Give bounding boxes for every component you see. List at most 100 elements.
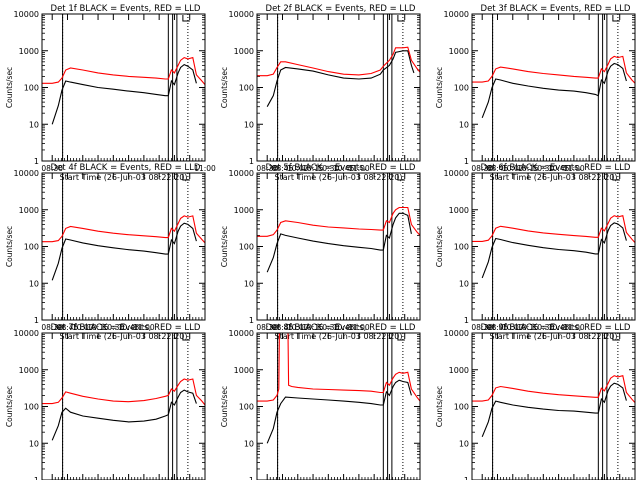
y-tick-label: 10000 [444, 169, 469, 178]
y-axis-label: Counts/sec [5, 67, 14, 108]
y-tick-label: 1000 [234, 206, 254, 215]
y-tick-label: 1 [464, 157, 469, 166]
y-tick-label: 1 [249, 157, 254, 166]
y-tick-label: 10 [29, 279, 39, 288]
series-events [266, 379, 412, 444]
y-tick-label: 10000 [444, 10, 469, 19]
y-tick-label: 1000 [19, 47, 39, 56]
x-tick-label: 10:30 [318, 164, 340, 173]
y-tick-label: 10000 [229, 169, 254, 178]
series-lld [257, 46, 421, 77]
x-tick-label: 10:30 [533, 323, 555, 332]
flag-marker [182, 334, 190, 341]
x-tick-label: 10:45 [333, 164, 355, 173]
x-tick-label: 08:30 [41, 323, 63, 332]
y-tick-label: 1000 [234, 47, 254, 56]
plot-frame [41, 13, 206, 162]
y-axis-label: Counts/sec [5, 386, 14, 427]
panel-8: Det 8f BLACK = Events, RED = LLD 1 10 100 10… [220, 323, 421, 480]
panel-7: Det 7f BLACK = Events, RED = LLD 1 10 100 10… [5, 323, 206, 480]
y-tick-label: 100 [24, 243, 39, 252]
x-axis-label: Start Time (26-Jun-03 08:22:20) [60, 173, 188, 182]
panel-9: Det 9f BLACK = Events, RED = LLD 1 10 100 10… [435, 323, 636, 480]
x-tick-label: 10:15 [87, 323, 109, 332]
y-tick-label: 1 [464, 476, 469, 480]
y-tick-label: 10 [244, 120, 254, 129]
y-tick-label: 10 [459, 439, 469, 448]
x-axis-label: Start Time (26-Jun-03 08:22:20) [60, 332, 188, 341]
series-lld [42, 378, 206, 406]
x-tick-label: 08:30 [256, 164, 278, 173]
panel-3: Det 3f BLACK = Events, RED = LLD 1 10 100 10… [435, 4, 636, 182]
series-events [481, 382, 627, 438]
panel-2: Det 2f BLACK = Events, RED = LLD 1 10 100 10… [220, 4, 421, 182]
y-tick-label: 100 [239, 403, 254, 412]
panel-4: Det 4f BLACK = Events, RED = LLD 1 10 100 10… [5, 163, 206, 341]
y-tick-label: 100 [239, 243, 254, 252]
x-tick-label: 10:45 [548, 323, 570, 332]
x-tick-label: 10:15 [302, 323, 324, 332]
series-lld [42, 56, 206, 85]
plot-frame [41, 172, 206, 321]
x-tick-label: 08:30 [471, 164, 493, 173]
x-axis-label: Start Time (26-Jun-03 08:22:20) [490, 332, 618, 341]
flag-marker [397, 174, 405, 181]
x-tick-label: 10:30 [318, 323, 340, 332]
series-events [51, 389, 197, 441]
plot-frame [256, 332, 421, 480]
x-axis-label: Start Time (26-Jun-03 08:22:20) [490, 173, 618, 182]
y-tick-label: 100 [239, 84, 254, 93]
series-events [266, 50, 415, 107]
y-tick-label: 100 [454, 243, 469, 252]
y-tick-label: 10000 [229, 10, 254, 19]
x-tick-label: 10:45 [118, 323, 140, 332]
panel-5: Det 5f BLACK = Events, RED = LLD 1 10 100 10… [220, 163, 421, 341]
panel-6: Det 6f BLACK = Events, RED = LLD 1 10 100 10… [435, 163, 636, 341]
x-tick-label: 08:45 [272, 164, 294, 173]
panel-title: Det 1f BLACK = Events, RED = LLD [51, 4, 201, 14]
y-tick-label: 100 [24, 403, 39, 412]
x-tick-label: 10:45 [548, 164, 570, 173]
plot-frame [471, 172, 636, 321]
series-lld [257, 206, 421, 237]
y-axis-label: Counts/sec [220, 386, 229, 427]
y-tick-label: 10000 [14, 329, 39, 338]
panel-title: Det 9f BLACK = Events, RED = LLD [481, 323, 631, 333]
x-tick-label: 08:45 [57, 323, 79, 332]
x-tick-label: 08:45 [272, 323, 294, 332]
series-events [51, 63, 197, 125]
y-tick-label: 1 [249, 316, 254, 325]
x-tick-label: 08:30 [41, 164, 63, 173]
y-tick-label: 10 [244, 279, 254, 288]
x-tick-label: 10:15 [517, 164, 539, 173]
y-tick-label: 100 [24, 84, 39, 93]
x-tick-label: 11:00 [133, 323, 155, 332]
panel-title: Det 3f BLACK = Events, RED = LLD [481, 4, 631, 14]
x-tick-label: 11:00 [348, 323, 370, 332]
y-tick-label: 1 [34, 476, 39, 480]
y-tick-label: 100 [454, 403, 469, 412]
panel-1: Det 1f BLACK = Events, RED = LLD 1 10 100 10… [5, 4, 216, 182]
plot-frame [256, 172, 421, 321]
x-tick-label: 10:00 [287, 164, 309, 173]
x-tick-label: 10:00 [287, 323, 309, 332]
y-tick-label: 1 [464, 316, 469, 325]
flag-marker [182, 174, 190, 181]
x-axis-label: Start Time (26-Jun-03 08:22:20) [275, 173, 403, 182]
y-tick-label: 1000 [449, 206, 469, 215]
series-events [51, 222, 197, 281]
series-lld [257, 332, 421, 402]
y-tick-label: 1000 [234, 366, 254, 375]
y-tick-label: 1 [34, 316, 39, 325]
series-events [481, 222, 627, 279]
y-tick-label: 10 [29, 120, 39, 129]
plot-frame [471, 332, 636, 480]
y-axis-label: Counts/sec [220, 226, 229, 267]
x-tick-label: 08:45 [487, 323, 509, 332]
series-events [481, 62, 627, 118]
y-axis-label: Counts/sec [435, 226, 444, 267]
y-tick-label: 10 [459, 279, 469, 288]
x-tick-label: 10:00 [72, 323, 94, 332]
y-tick-label: 1000 [449, 47, 469, 56]
x-tick-label: 11:00 [563, 323, 585, 332]
